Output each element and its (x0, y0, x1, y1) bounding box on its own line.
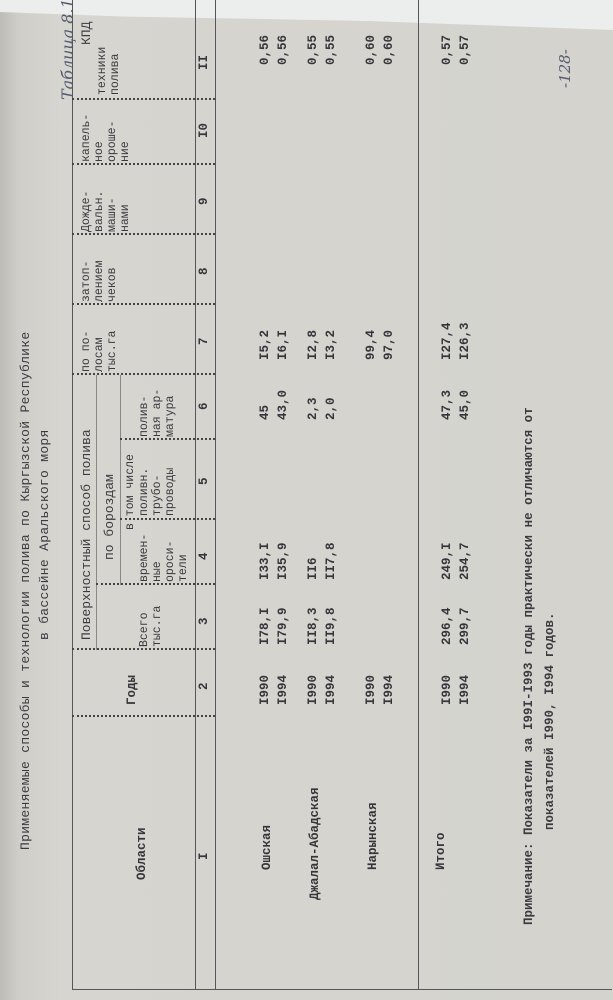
column-divider (120, 438, 215, 440)
page-number: -128- (556, 49, 574, 88)
cell-year: I994 (458, 674, 472, 705)
column-number: 4 (197, 552, 211, 560)
cell-c3: 299,7 (458, 607, 472, 645)
header-col4: времен- ные ороси- тели (138, 533, 190, 582)
cell-year: I990 (440, 674, 454, 705)
column-divider (72, 98, 215, 100)
column-number: 9 (197, 197, 211, 205)
cell-c6: 47,3 (440, 389, 454, 420)
cell-c7: I5,2 (258, 329, 272, 360)
cell-c11: 0,56 (258, 34, 272, 65)
column-divider (72, 373, 215, 375)
cell-c11: 0,55 (324, 34, 338, 65)
cell-year: I994 (276, 674, 290, 705)
header-furrows: по бороздам (102, 474, 117, 560)
header-col10: капель- ное ороше- ние (80, 113, 132, 162)
cell-c3: 296,4 (440, 607, 454, 645)
cell-c7: I26,3 (458, 322, 472, 360)
table-label: Таблица 8.1 (58, 0, 77, 100)
cell-c6: 45 (258, 404, 272, 420)
header-bottom-rule (195, 0, 196, 990)
cell-c4: 254,7 (458, 542, 472, 580)
column-divider (96, 583, 215, 585)
title-line-1: Применяемые способы и технологии полива … (18, 331, 33, 850)
cell-c11: 0,60 (364, 34, 378, 65)
cell-c7: I3,2 (324, 329, 338, 360)
table-left-rule (72, 989, 612, 990)
cell-c3: I79,9 (276, 607, 290, 645)
cell-c3: II8,3 (306, 607, 320, 645)
region-name: Ошская (260, 824, 274, 870)
cell-year: I994 (382, 674, 396, 705)
header-col6: полив- ная ар- матура (138, 388, 177, 437)
column-divider (72, 163, 215, 165)
numbers-bottom-rule (215, 0, 216, 990)
cell-c4: II7,8 (324, 542, 338, 580)
cell-year: I990 (364, 674, 378, 705)
column-number: 5 (197, 477, 211, 485)
cell-c4: I33,I (258, 542, 272, 580)
cell-year: I990 (306, 674, 320, 705)
cell-c3: I78,I (258, 607, 272, 645)
cell-c4: II6 (306, 557, 320, 580)
header-col7: по по- лосам тыс.га (80, 330, 119, 372)
header-col3: Всего тыс.га (138, 605, 164, 647)
region-name: Нарынская (366, 802, 380, 870)
title-line-2: в бассейне Аральского моря (37, 429, 52, 640)
column-divider (72, 648, 215, 650)
header-regions: Области (135, 827, 149, 880)
column-number: 3 (197, 617, 211, 625)
column-number: II (197, 54, 211, 70)
surface-rule (96, 375, 97, 650)
header-years: Годы (125, 674, 139, 705)
cell-c6: 2,0 (324, 397, 338, 420)
cell-c7: I6,I (276, 329, 290, 360)
header-col5: поливн. трубо- проводы (138, 467, 177, 516)
header-col8: затоп- лением чеков (80, 260, 119, 302)
cell-c3: II9,8 (324, 607, 338, 645)
furrows-rule (120, 375, 121, 585)
column-number: 2 (197, 682, 211, 690)
column-number: 8 (197, 267, 211, 275)
cell-c11: 0,56 (276, 34, 290, 65)
table-top-rule (72, 0, 73, 990)
column-divider (72, 233, 215, 235)
column-number: I (197, 852, 211, 860)
header-col11: техники полива (96, 46, 122, 95)
total-rule (418, 0, 419, 990)
cell-year: I990 (258, 674, 272, 705)
cell-c11: 0,55 (306, 34, 320, 65)
cell-c7: 97,0 (382, 329, 396, 360)
cell-c6: 45,0 (458, 389, 472, 420)
header-col9: Дожде- вальн. маши- нами (80, 190, 132, 232)
note-line-1: Примечание: Показатели за I99I-I993 годы… (522, 407, 536, 925)
cell-c11: 0,57 (458, 34, 472, 65)
cell-c7: I27,4 (440, 322, 454, 360)
header-including: в том числе (124, 454, 137, 530)
region-name: Итого (434, 832, 448, 870)
cell-c6: 43,0 (276, 389, 290, 420)
cell-c7: 99,4 (364, 329, 378, 360)
cell-c6: 2,3 (306, 397, 320, 420)
header-surface: Поверхностный способ полива (79, 429, 94, 640)
cell-year: I994 (324, 674, 338, 705)
column-number: 6 (197, 402, 211, 410)
region-name: Джалал-Абадская (308, 787, 322, 900)
cell-c11: 0,60 (382, 34, 396, 65)
header-col11-kpd: КПД (79, 21, 94, 45)
note-line-2: показателей I990, I994 годов. (543, 612, 557, 830)
column-number: 7 (197, 337, 211, 345)
cell-c4: I35,9 (276, 542, 290, 580)
cell-c11: 0,57 (440, 34, 454, 65)
column-number: I0 (197, 122, 211, 138)
cell-c7: I2,8 (306, 329, 320, 360)
column-divider (72, 715, 215, 717)
column-divider (72, 303, 215, 305)
cell-c4: 249,I (440, 542, 454, 580)
